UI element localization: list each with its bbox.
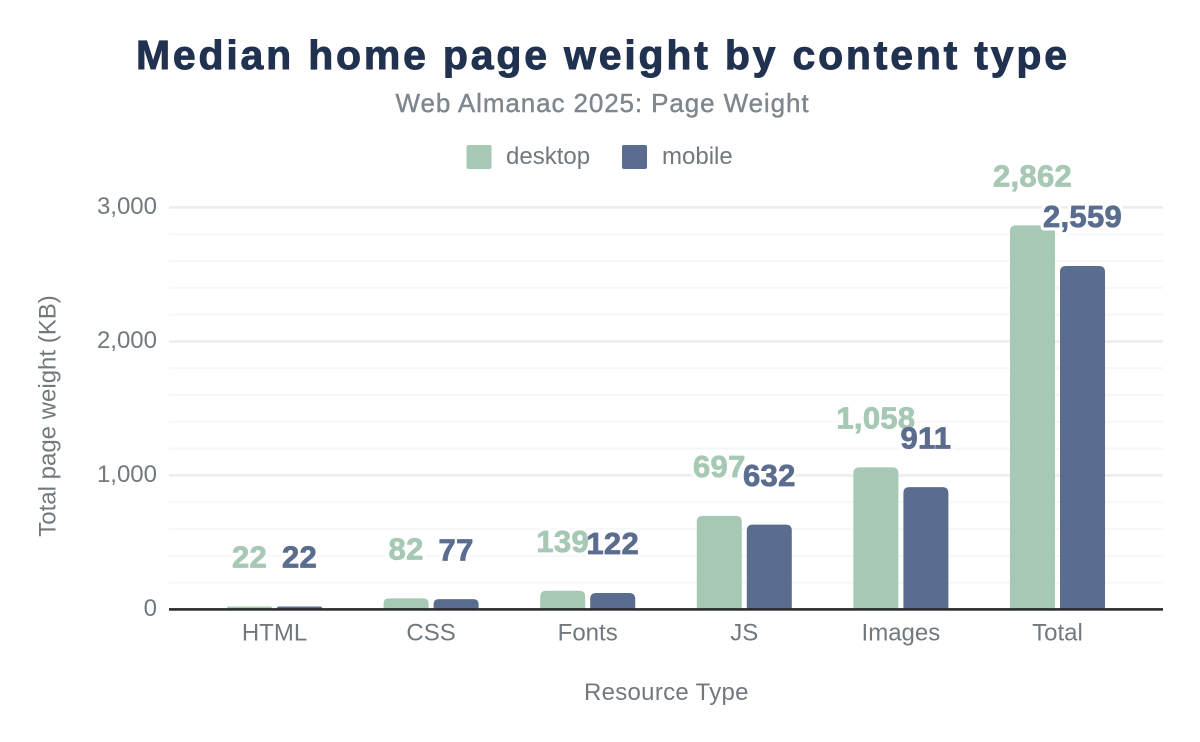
svg-text:2,000: 2,000 [97, 327, 157, 354]
svg-text:2,559: 2,559 [1043, 199, 1122, 234]
svg-text:22: 22 [232, 540, 267, 575]
svg-text:139: 139 [536, 524, 589, 559]
svg-text:Median home page weight by con: Median home page weight by content type [136, 32, 1070, 78]
svg-text:Fonts: Fonts [558, 620, 618, 647]
svg-text:CSS: CSS [406, 620, 455, 647]
svg-text:Images: Images [862, 620, 941, 647]
svg-text:2,862: 2,862 [993, 159, 1072, 194]
svg-text:22: 22 [282, 540, 317, 575]
svg-text:911: 911 [900, 420, 951, 455]
svg-text:632: 632 [743, 458, 796, 493]
svg-text:77: 77 [439, 532, 474, 567]
svg-text:632: 632 [743, 458, 796, 493]
svg-text:1,058: 1,058 [836, 401, 915, 436]
svg-text:mobile: mobile [662, 143, 733, 170]
svg-text:JS: JS [730, 620, 758, 647]
svg-text:22: 22 [282, 540, 317, 575]
svg-text:697: 697 [693, 449, 746, 484]
svg-text:82: 82 [389, 532, 424, 567]
svg-text:697: 697 [693, 449, 746, 484]
svg-text:Web Almanac 2025: Page Weight: Web Almanac 2025: Page Weight [396, 88, 810, 118]
svg-text:82: 82 [389, 532, 424, 567]
svg-text:2,862: 2,862 [993, 159, 1072, 194]
svg-text:1,058: 1,058 [836, 401, 915, 436]
svg-text:2,559: 2,559 [1043, 199, 1122, 234]
svg-text:Resource Type: Resource Type [584, 679, 749, 706]
svg-text:3,000: 3,000 [97, 193, 157, 220]
svg-text:911: 911 [900, 420, 951, 455]
svg-text:139: 139 [536, 524, 589, 559]
svg-text:Total page weight (KB): Total page weight (KB) [35, 295, 62, 536]
svg-text:22: 22 [232, 540, 267, 575]
svg-text:77: 77 [439, 532, 474, 567]
svg-text:desktop: desktop [506, 143, 590, 170]
svg-text:1,000: 1,000 [97, 461, 157, 488]
svg-text:0: 0 [144, 595, 157, 622]
svg-text:Total: Total [1032, 620, 1083, 647]
svg-text:122: 122 [586, 526, 639, 561]
svg-text:HTML: HTML [242, 620, 307, 647]
svg-text:122: 122 [586, 526, 639, 561]
